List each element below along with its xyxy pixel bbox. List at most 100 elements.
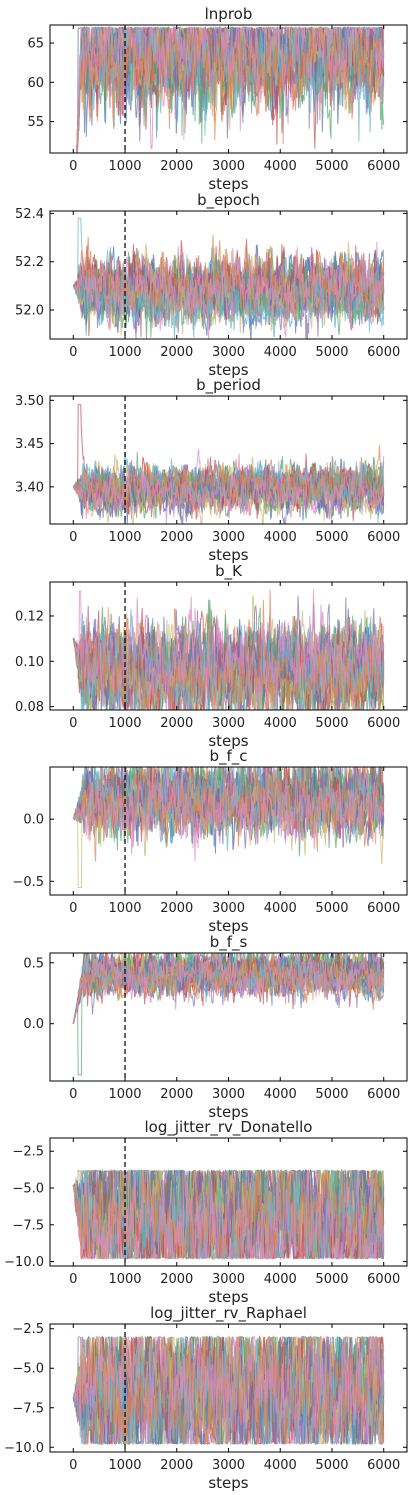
trace-panel-b_f_s: b_f_s 0 1000 2000 3000 4000 5000 6000 0.0 0.5 step… bbox=[23, 933, 408, 1121]
x-tick-label: 1000 bbox=[108, 1272, 141, 1287]
y-tick-label: −2.5 bbox=[12, 1322, 44, 1337]
x-tick-label: 3000 bbox=[212, 716, 245, 731]
x-tick-label: 4000 bbox=[264, 159, 297, 174]
x-tick-label: 4000 bbox=[264, 345, 297, 360]
trace-lines bbox=[72, 1168, 385, 1261]
x-tick-label: 0 bbox=[69, 530, 77, 545]
x-tick-label: 4000 bbox=[264, 716, 297, 731]
y-tick-label: −0.5 bbox=[12, 875, 44, 890]
chain-trace-23 bbox=[72, 461, 385, 519]
trace-panel-lnprob: lnprob 0 1000 2000 3000 4000 5000 6000 55 60 65 ste… bbox=[27, 5, 408, 193]
x-tick-label: 1000 bbox=[108, 530, 141, 545]
x-tick-label: 1000 bbox=[108, 1458, 141, 1473]
y-tick-label: 52.4 bbox=[15, 207, 44, 222]
y-tick-label: −5.0 bbox=[12, 1362, 44, 1377]
x-tick-label: 0 bbox=[69, 1087, 77, 1102]
panel-title: b_f_c bbox=[209, 747, 247, 766]
panel-title: b_f_s bbox=[210, 933, 248, 952]
x-axis-label: steps bbox=[208, 361, 248, 379]
x-tick-label: 3000 bbox=[212, 1087, 245, 1102]
trace-panel-b_epoch: b_epoch 0 1000 2000 3000 4000 5000 6000 52.0 52.2… bbox=[15, 191, 408, 379]
y-tick-label: 52.0 bbox=[15, 304, 44, 319]
y-tick-label: 60 bbox=[27, 76, 44, 91]
x-tick-label: 1000 bbox=[108, 716, 141, 731]
trace-panel-b_period: b_period 0 1000 2000 3000 4000 5000 6000 3.40 3.4… bbox=[15, 376, 408, 564]
y-tick-label: −7.5 bbox=[12, 1218, 44, 1233]
x-tick-label: 0 bbox=[69, 716, 77, 731]
x-tick-label: 4000 bbox=[264, 901, 297, 916]
x-tick-label: 3000 bbox=[212, 1458, 245, 1473]
y-tick-label: 55 bbox=[27, 115, 44, 130]
x-tick-label: 3000 bbox=[212, 1272, 245, 1287]
trace-lines bbox=[72, 217, 385, 339]
x-tick-label: 5000 bbox=[315, 901, 348, 916]
x-tick-label: 0 bbox=[69, 901, 77, 916]
x-tick-label: 2000 bbox=[160, 345, 193, 360]
x-axis-label: steps bbox=[208, 1474, 248, 1492]
panel-title: lnprob bbox=[205, 5, 253, 23]
x-tick-label: 2000 bbox=[160, 530, 193, 545]
x-tick-label: 5000 bbox=[315, 530, 348, 545]
trace-lines bbox=[72, 404, 385, 524]
x-tick-label: 6000 bbox=[367, 1458, 400, 1473]
x-tick-label: 6000 bbox=[367, 345, 400, 360]
y-tick-label: −7.5 bbox=[12, 1401, 44, 1416]
x-tick-label: 2000 bbox=[160, 1458, 193, 1473]
y-tick-label: 52.2 bbox=[15, 255, 44, 270]
y-tick-label: 0.12 bbox=[15, 609, 44, 624]
x-axis-label: steps bbox=[208, 546, 248, 564]
panel-title: log_jitter_rv_Raphael bbox=[150, 1304, 307, 1323]
x-tick-label: 3000 bbox=[212, 530, 245, 545]
x-tick-label: 4000 bbox=[264, 1272, 297, 1287]
x-tick-label: 0 bbox=[69, 345, 77, 360]
x-tick-label: 2000 bbox=[160, 159, 193, 174]
x-tick-label: 0 bbox=[69, 1272, 77, 1287]
x-tick-label: 2000 bbox=[160, 1087, 193, 1102]
x-tick-label: 0 bbox=[69, 1458, 77, 1473]
x-tick-label: 6000 bbox=[367, 159, 400, 174]
x-tick-label: 3000 bbox=[212, 901, 245, 916]
x-tick-label: 0 bbox=[69, 159, 77, 174]
x-axis-label: steps bbox=[208, 1103, 248, 1121]
trace-panel-b_f_c: b_f_c 0 1000 2000 3000 4000 5000 6000 −0.5 0.0 ste… bbox=[12, 747, 408, 935]
y-tick-label: 0.5 bbox=[23, 956, 44, 971]
x-tick-label: 6000 bbox=[367, 901, 400, 916]
chain-trace-23 bbox=[72, 1335, 385, 1445]
trace-lines bbox=[72, 1334, 385, 1447]
panel-title: b_period bbox=[196, 376, 261, 395]
panel-title: log_jitter_rv_Donatello bbox=[145, 1118, 313, 1137]
y-tick-label: 65 bbox=[27, 37, 44, 52]
x-tick-label: 6000 bbox=[367, 1087, 400, 1102]
x-tick-label: 2000 bbox=[160, 716, 193, 731]
x-tick-label: 6000 bbox=[367, 716, 400, 731]
x-tick-label: 5000 bbox=[315, 345, 348, 360]
x-tick-label: 5000 bbox=[315, 716, 348, 731]
x-tick-label: 1000 bbox=[108, 901, 141, 916]
trace-panel-b_K: b_K 0 1000 2000 3000 4000 5000 6000 0.08 0.10 0.12… bbox=[15, 562, 408, 750]
x-axis-label: steps bbox=[208, 1288, 248, 1306]
y-tick-label: 3.40 bbox=[15, 480, 44, 495]
x-tick-label: 1000 bbox=[108, 345, 141, 360]
x-tick-label: 1000 bbox=[108, 159, 141, 174]
x-axis-label: steps bbox=[208, 732, 248, 750]
x-tick-label: 6000 bbox=[367, 530, 400, 545]
x-tick-label: 2000 bbox=[160, 1272, 193, 1287]
x-tick-label: 3000 bbox=[212, 159, 245, 174]
x-axis-label: steps bbox=[208, 175, 248, 193]
x-tick-label: 3000 bbox=[212, 345, 245, 360]
x-tick-label: 2000 bbox=[160, 901, 193, 916]
y-tick-label: −5.0 bbox=[12, 1182, 44, 1197]
chain-trace-20 bbox=[72, 1169, 384, 1260]
y-tick-label: 3.50 bbox=[15, 394, 44, 409]
y-tick-label: 0.08 bbox=[15, 700, 44, 715]
y-tick-label: 0.10 bbox=[15, 655, 44, 670]
x-tick-label: 5000 bbox=[315, 1458, 348, 1473]
trace-panel-log_jitter_rv_Raphael: log_jitter_rv_Raphael 0 1000 2000 3000 4000 50… bbox=[4, 1304, 408, 1492]
y-tick-label: 0.0 bbox=[23, 813, 44, 828]
trace-panel-log_jitter_rv_Donatello: log_jitter_rv_Donatello 0 1000 2000 3000 4000… bbox=[4, 1118, 408, 1306]
y-tick-label: −10.0 bbox=[4, 1255, 44, 1270]
y-tick-label: −2.5 bbox=[12, 1145, 44, 1160]
x-tick-label: 4000 bbox=[264, 530, 297, 545]
y-tick-label: −10.0 bbox=[4, 1441, 44, 1456]
